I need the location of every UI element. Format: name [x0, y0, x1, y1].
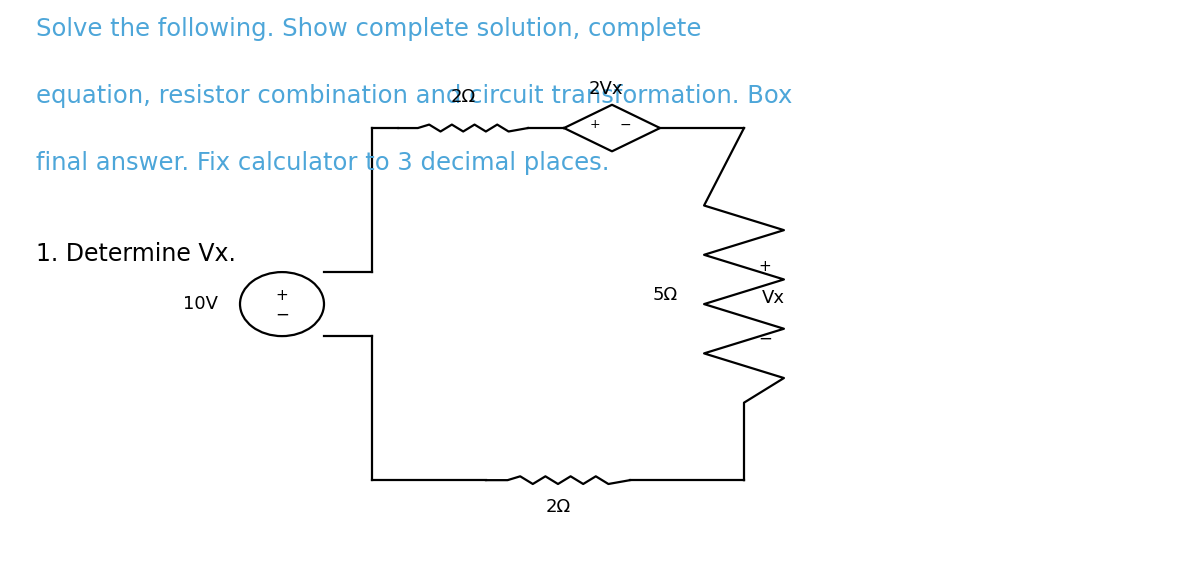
Text: Vx: Vx — [762, 289, 785, 307]
Text: 5Ω: 5Ω — [653, 286, 678, 304]
Text: 1. Determine Vx.: 1. Determine Vx. — [36, 242, 236, 265]
Text: 2Vx: 2Vx — [589, 80, 623, 98]
Text: equation, resistor combination and circuit transformation. Box: equation, resistor combination and circu… — [36, 84, 792, 108]
Text: 2Ω: 2Ω — [546, 498, 570, 516]
Text: 2Ω: 2Ω — [451, 88, 475, 106]
Text: +: + — [758, 259, 772, 274]
Text: −: − — [275, 306, 289, 324]
Text: Solve the following. Show complete solution, complete: Solve the following. Show complete solut… — [36, 17, 701, 41]
Text: −: − — [758, 330, 773, 348]
Text: +: + — [276, 289, 288, 303]
Text: final answer. Fix calculator to 3 decimal places.: final answer. Fix calculator to 3 decima… — [36, 151, 610, 175]
Text: −: − — [619, 118, 631, 132]
Text: 10V: 10V — [184, 295, 218, 313]
Text: +: + — [590, 118, 600, 131]
